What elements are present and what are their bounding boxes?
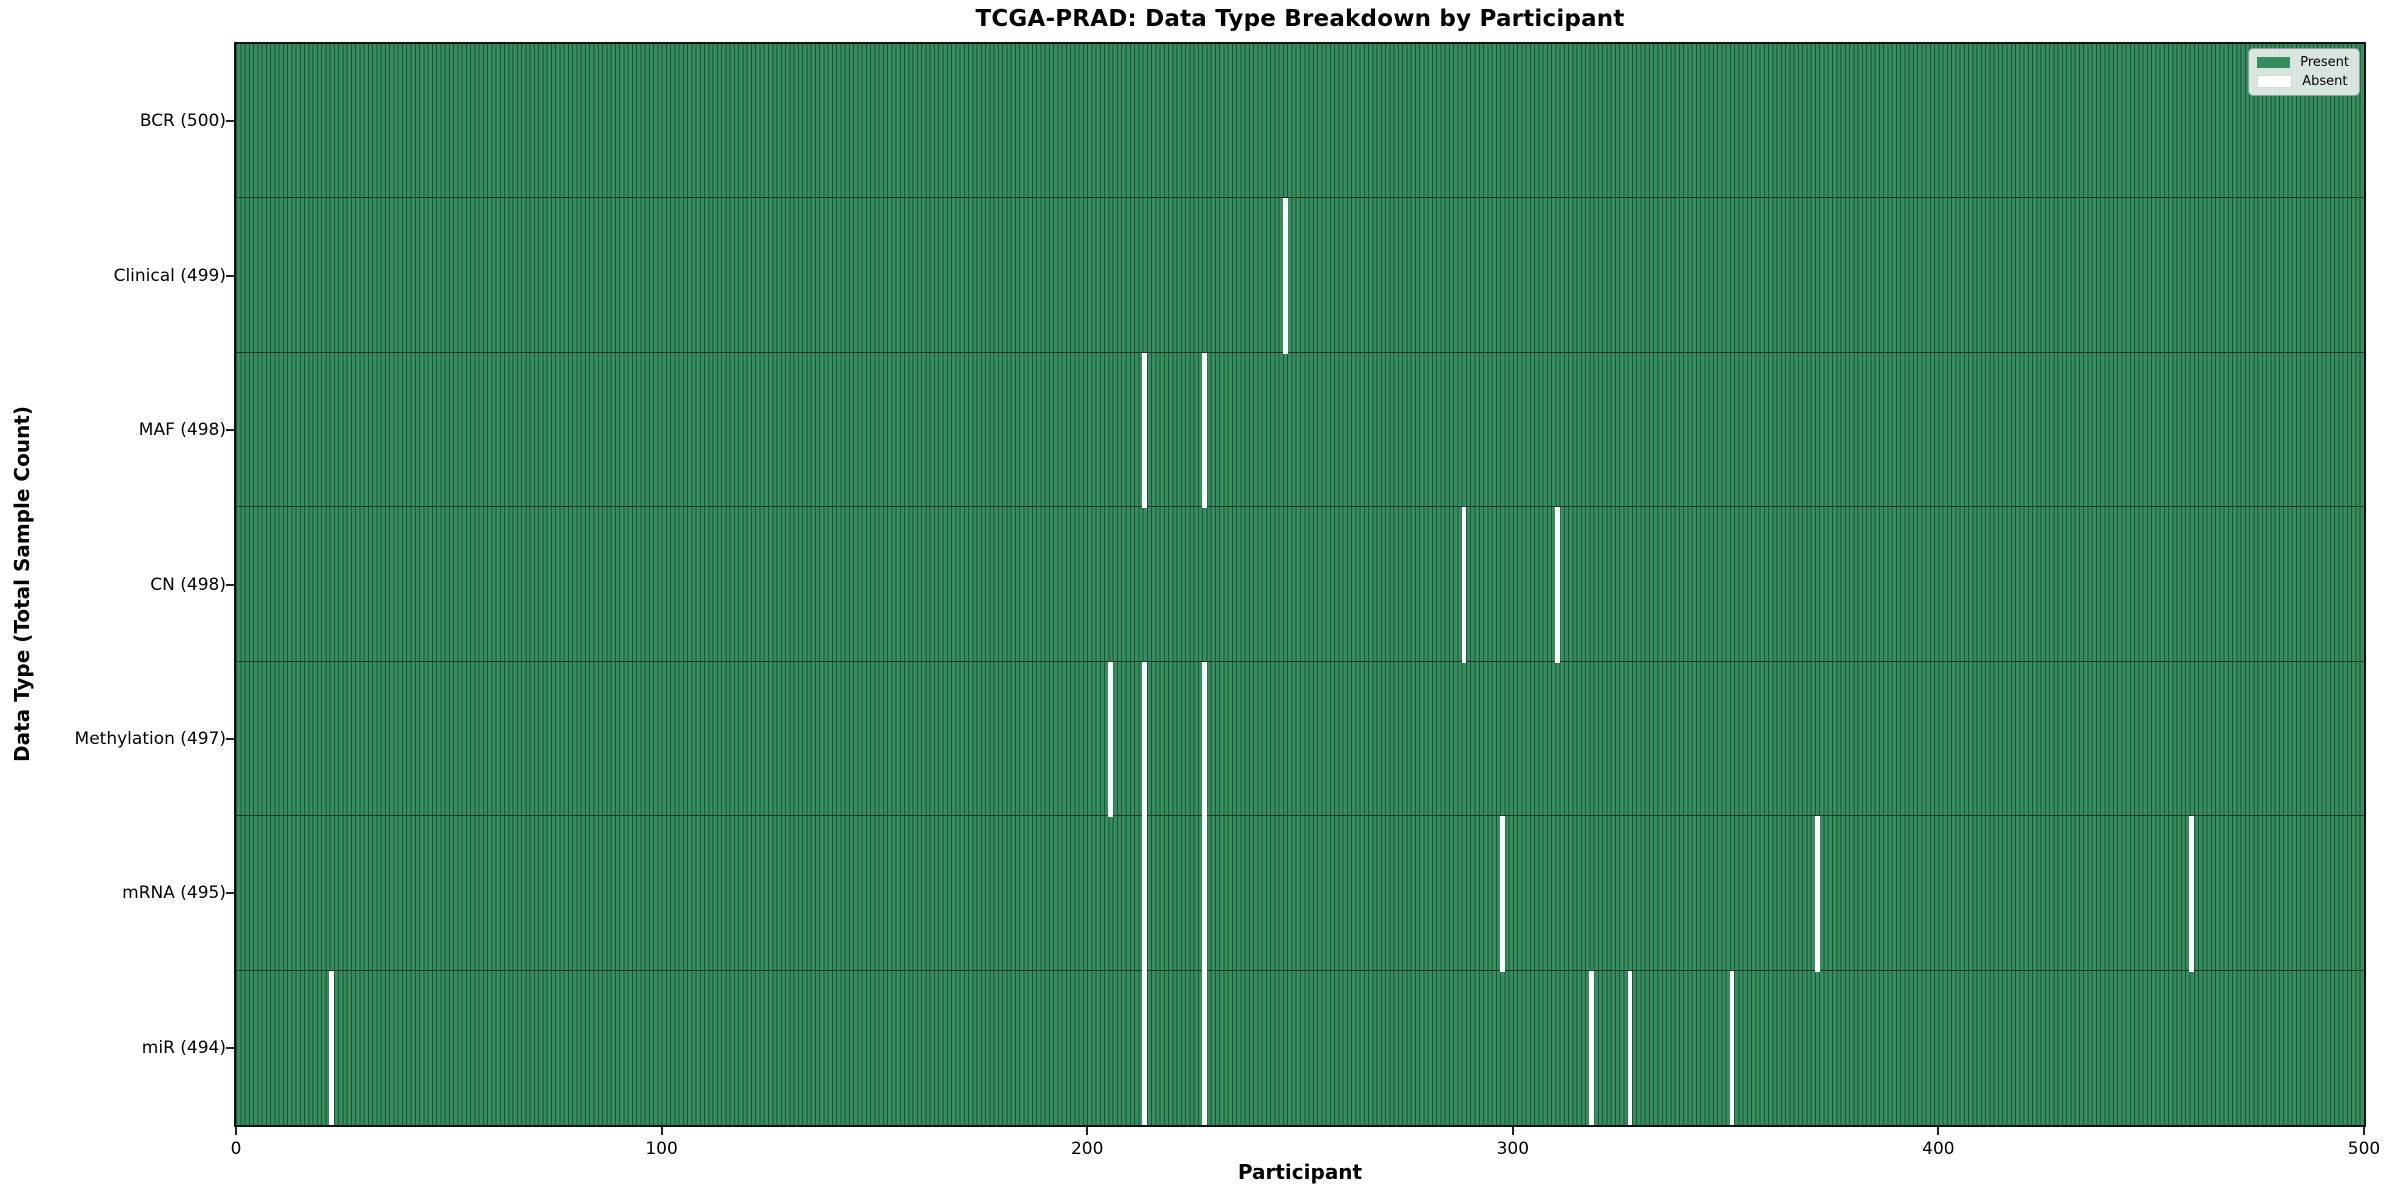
y-tick-label-BCR: BCR (500) [139, 111, 226, 132]
absent-gap-miR-351 [1729, 970, 1735, 1125]
absent-gap-miR-318 [1589, 970, 1595, 1125]
absent-gap-mRNA-297 [1499, 816, 1505, 972]
chart-title: TCGA-PRAD: Data Type Breakdown by Partic… [975, 6, 1625, 32]
legend-swatch-present-icon [2257, 57, 2291, 68]
x-tick-mark-500 [2363, 1127, 2365, 1135]
row-band-BCR [236, 44, 2364, 199]
y-tick-label-Clinical: Clinical (499) [113, 265, 226, 286]
y-tick-label-CN: CN (498) [150, 574, 226, 595]
x-tick-label-400: 400 [1922, 1139, 1955, 1159]
x-tick-label-300: 300 [1496, 1139, 1530, 1159]
absent-gap-Methylation-213 [1142, 661, 1148, 818]
absent-gap-CN-288 [1461, 507, 1467, 663]
absent-gap-Methylation-227 [1201, 661, 1207, 818]
x-tick-mark-400 [1937, 1127, 1940, 1135]
legend-swatch-absent-icon [2257, 75, 2293, 88]
x-tick-label-200: 200 [1070, 1139, 1104, 1159]
legend-label-absent: Absent [2302, 74, 2348, 89]
legend-entry-absent: Absent [2257, 75, 2349, 88]
absent-gap-CN-310 [1555, 507, 1560, 663]
x-tick-mark-100 [660, 1127, 663, 1135]
x-tick-label-500: 500 [2347, 1139, 2381, 1159]
absent-gap-MAF-213 [1142, 352, 1148, 509]
legend: Present Absent [2248, 48, 2360, 96]
y-tick-mark-MAF [226, 429, 234, 432]
y-tick-mark-miR [226, 1046, 234, 1049]
y-tick-label-miR: miR (494) [141, 1037, 226, 1058]
row-band-Methylation [236, 661, 2364, 817]
legend-entry-present: Present [2257, 56, 2349, 69]
absent-gap-mRNA-371 [1814, 816, 1820, 972]
y-tick-mark-mRNA [226, 892, 234, 895]
x-tick-mark-300 [1511, 1127, 1514, 1135]
row-band-mRNA [236, 816, 2364, 971]
absent-gap-MAF-227 [1201, 352, 1207, 509]
x-tick-mark-200 [1086, 1127, 1089, 1135]
y-axis-label: Data Type (Total Sample Count) [10, 405, 34, 763]
y-tick-mark-Clinical [226, 274, 234, 277]
y-tick-label-Methylation: Methylation (497) [74, 728, 226, 749]
absent-gap-mRNA-459 [2189, 816, 2195, 972]
row-band-CN [236, 507, 2364, 662]
row-band-Clinical [236, 198, 2364, 353]
absent-gap-miR-22 [329, 970, 335, 1125]
y-tick-label-MAF: MAF (498) [138, 420, 226, 441]
y-tick-mark-Methylation [226, 737, 234, 740]
absent-gap-mRNA-227 [1201, 816, 1207, 972]
plot-area: Present Absent [234, 42, 2366, 1127]
x-tick-label-0: 0 [230, 1139, 242, 1159]
x-tick-label-100: 100 [645, 1139, 678, 1159]
x-axis-label: Participant [1237, 1160, 1363, 1184]
x-tick-mark-0 [235, 1127, 237, 1135]
absent-gap-miR-327 [1627, 970, 1633, 1125]
row-band-miR [236, 970, 2364, 1125]
absent-gap-Methylation-205 [1108, 661, 1114, 818]
y-tick-mark-CN [226, 583, 234, 586]
absent-gap-miR-213 [1142, 970, 1148, 1125]
absent-gap-Clinical-246 [1282, 198, 1288, 354]
y-tick-label-mRNA: mRNA (495) [122, 883, 226, 904]
absent-gap-miR-227 [1201, 970, 1207, 1125]
absent-gap-mRNA-213 [1142, 816, 1148, 972]
legend-label-present: Present [2300, 55, 2349, 70]
y-tick-mark-BCR [226, 120, 234, 123]
row-band-MAF [236, 352, 2364, 508]
